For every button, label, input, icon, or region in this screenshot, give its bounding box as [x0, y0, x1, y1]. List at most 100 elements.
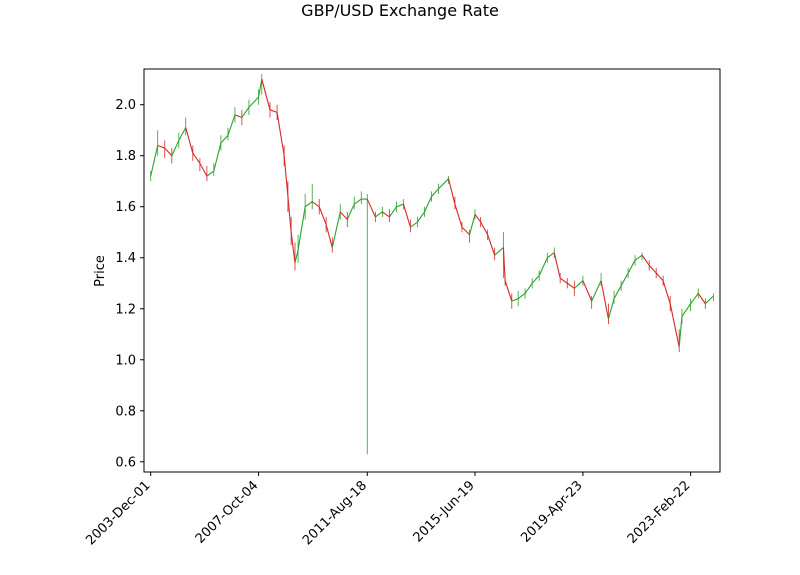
y-tick-label: 0.8	[115, 404, 136, 419]
price-segment	[199, 163, 208, 177]
price-segment	[178, 127, 187, 141]
plot-area	[143, 68, 721, 473]
price-segment	[454, 204, 463, 228]
price-segment	[480, 221, 489, 236]
price-segment	[290, 232, 296, 263]
price-bars	[150, 74, 714, 455]
price-series	[150, 79, 714, 348]
chart-title: GBP/USD Exchange Rate	[301, 1, 499, 20]
price-segment	[697, 293, 706, 304]
y-tick-label: 0.6	[115, 455, 136, 470]
x-tick-label: 2007-Oct-04	[193, 478, 261, 546]
price-segment	[410, 221, 418, 228]
price-segment	[375, 211, 383, 218]
price-segment	[258, 79, 263, 98]
price-segment	[634, 254, 643, 261]
price-segment	[269, 109, 278, 113]
price-segment	[213, 142, 222, 172]
price-segment	[396, 203, 404, 208]
price-segment	[524, 282, 533, 294]
price-segment	[573, 280, 584, 289]
price-segment	[353, 198, 362, 205]
price-segment	[538, 257, 548, 276]
price-segment	[331, 211, 341, 248]
price-segment	[607, 298, 615, 320]
price-segment	[150, 145, 159, 177]
price-segment	[438, 178, 449, 190]
price-segment	[502, 247, 506, 281]
price-segment	[283, 155, 289, 197]
y-axis: 0.6 0.8 1.0 1.2 1.4 1.6 1.8 2.0	[115, 98, 144, 470]
price-segment	[469, 214, 476, 235]
price-segment	[388, 206, 397, 218]
price-segment	[648, 265, 657, 274]
x-tick-label: 2003-Dec-01	[83, 478, 153, 548]
price-segment	[234, 114, 243, 118]
price-segment	[311, 201, 320, 208]
price-segment	[517, 293, 526, 299]
price-segment	[627, 260, 636, 274]
price-segment	[600, 280, 609, 320]
y-tick-label: 1.0	[115, 353, 136, 368]
price-segment	[366, 198, 376, 218]
price-segment	[504, 280, 513, 302]
y-tick-label: 1.6	[115, 200, 136, 215]
price-segment	[164, 147, 173, 157]
price-segment	[511, 298, 519, 302]
price-segment	[206, 170, 215, 177]
x-tick-label: 2023-Feb-22	[625, 478, 694, 547]
x-tick-label: 2019-Apr-23	[518, 478, 585, 545]
price-segment	[294, 249, 299, 263]
x-tick-label: 2011-Aug-18	[300, 478, 370, 548]
y-tick-label: 2.0	[115, 98, 136, 113]
price-segment	[531, 275, 540, 284]
x-tick-label: 2015-Jun-19	[411, 478, 478, 545]
price-segment	[248, 96, 259, 108]
price-segment	[382, 211, 390, 218]
price-segment	[546, 252, 555, 259]
price-segment	[192, 152, 201, 164]
price-segment	[566, 282, 575, 289]
price-segment	[157, 145, 165, 149]
price-segment	[678, 316, 683, 348]
price-segment	[346, 203, 355, 220]
price-segment	[620, 272, 629, 287]
price-segment	[613, 285, 622, 299]
price-segment	[287, 196, 292, 233]
price-segment	[276, 112, 285, 156]
plot-frame	[143, 68, 721, 473]
price-segment	[304, 201, 313, 208]
price-segment	[297, 206, 306, 251]
price-segment	[171, 140, 180, 156]
price-segment	[669, 303, 680, 348]
price-segment	[447, 178, 456, 205]
price-segment	[553, 252, 561, 279]
y-tick-label: 1.4	[115, 251, 136, 266]
x-axis: 2003-Dec-01 2007-Oct-04 2011-Aug-18 2015-Ju…	[83, 472, 693, 548]
price-segment	[431, 188, 439, 197]
price-segment	[318, 206, 327, 225]
price-segment	[424, 196, 433, 213]
price-segment	[662, 280, 671, 304]
price-segment	[402, 204, 411, 228]
price-segment	[591, 280, 602, 302]
price-segment	[474, 214, 482, 223]
price-segment	[487, 234, 496, 256]
price-segment	[220, 134, 229, 144]
price-segment	[185, 127, 194, 154]
price-segment	[704, 295, 714, 305]
price-segment	[417, 211, 425, 223]
price-segment	[494, 247, 504, 256]
price-segment	[559, 277, 568, 284]
price-segment	[690, 293, 699, 304]
price-segment	[241, 106, 250, 118]
price-segment	[261, 79, 271, 110]
price-segment	[461, 226, 470, 236]
price-segment	[582, 280, 593, 302]
price-segment	[339, 211, 348, 220]
price-segment	[227, 114, 236, 136]
price-segment	[681, 303, 692, 317]
y-tick-label: 1.2	[115, 302, 136, 317]
y-tick-label: 1.8	[115, 149, 136, 164]
